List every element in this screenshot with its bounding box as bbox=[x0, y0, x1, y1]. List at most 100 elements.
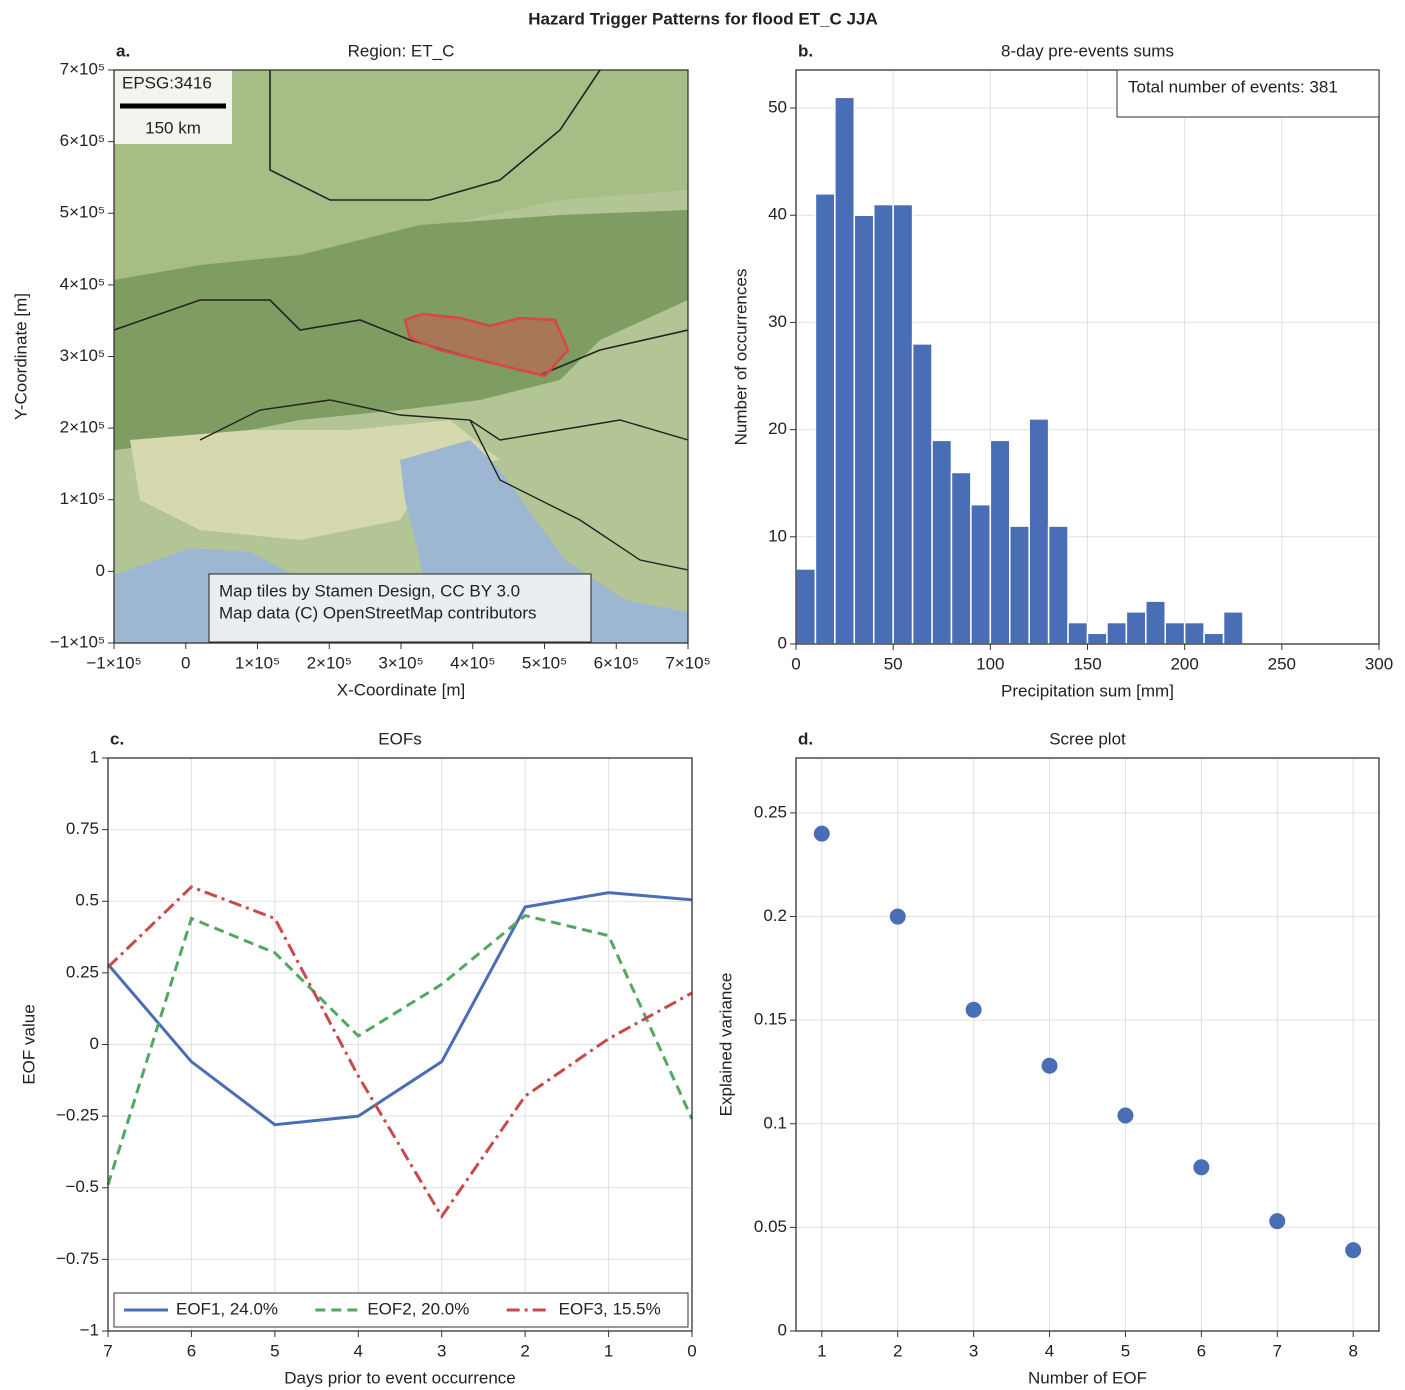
bar bbox=[1204, 633, 1223, 644]
attribution: Map tiles by Stamen Design, CC BY 3.0 bbox=[219, 581, 520, 600]
x-tick-label: 3 bbox=[437, 1341, 446, 1360]
figure-title: Hazard Trigger Patterns for flood ET_C J… bbox=[528, 9, 878, 28]
y-tick-label: 0.2 bbox=[763, 906, 787, 925]
x-tick-label: 2 bbox=[520, 1341, 529, 1360]
bar bbox=[1165, 623, 1184, 644]
x-axis-label: X-Coordinate [m] bbox=[337, 680, 466, 699]
bar bbox=[1088, 633, 1107, 644]
y-tick-label: 50 bbox=[768, 98, 787, 117]
y-tick-label: 7×10⁵ bbox=[60, 59, 105, 78]
bar bbox=[1185, 623, 1204, 644]
y-axis-label: Explained variance bbox=[716, 973, 735, 1117]
point bbox=[1345, 1242, 1361, 1258]
x-tick-label: 6 bbox=[1197, 1341, 1206, 1360]
panel-title: 8-day pre-events sums bbox=[1001, 41, 1174, 60]
x-tick-label: 300 bbox=[1365, 654, 1393, 673]
x-tick-label: 0 bbox=[181, 653, 190, 672]
y-tick-label: 0.15 bbox=[754, 1010, 787, 1029]
bar bbox=[951, 472, 970, 644]
y-tick-label: 5×10⁵ bbox=[60, 203, 105, 222]
bar bbox=[1029, 419, 1048, 644]
panel-label: b. bbox=[798, 41, 813, 60]
x-tick-label: 250 bbox=[1268, 654, 1296, 673]
x-axis-label: Days prior to event occurrence bbox=[284, 1368, 516, 1387]
x-tick-label: 6 bbox=[187, 1341, 196, 1360]
y-axis-label: EOF value bbox=[19, 1004, 38, 1084]
x-tick-label: −1×10⁵ bbox=[86, 653, 141, 672]
point bbox=[1269, 1213, 1285, 1229]
y-tick-label: 20 bbox=[768, 419, 787, 438]
y-tick-label: 0 bbox=[778, 633, 787, 652]
x-tick-label: 2×10⁵ bbox=[307, 653, 352, 672]
bar bbox=[990, 440, 1009, 644]
series-line bbox=[108, 916, 692, 1185]
y-tick-label: 2×10⁵ bbox=[60, 418, 105, 437]
x-tick-label: 4 bbox=[354, 1341, 363, 1360]
x-tick-label: 2 bbox=[893, 1341, 902, 1360]
y-axis-label: Number of occurrences bbox=[731, 269, 750, 446]
bar bbox=[815, 194, 834, 644]
x-tick-label: 4×10⁵ bbox=[450, 653, 495, 672]
x-tick-label: 6×10⁵ bbox=[594, 653, 639, 672]
y-tick-label: 3×10⁵ bbox=[60, 346, 105, 365]
y-tick-label: 30 bbox=[768, 312, 787, 331]
bar bbox=[913, 344, 932, 644]
legend-label: EOF3, 15.5% bbox=[559, 1299, 661, 1318]
x-tick-label: 150 bbox=[1073, 654, 1101, 673]
y-tick-label: 0.1 bbox=[763, 1113, 787, 1132]
y-axis-label: Y-Coordinate [m] bbox=[11, 293, 30, 420]
x-tick-label: 1×10⁵ bbox=[235, 653, 280, 672]
x-tick-label: 3×10⁵ bbox=[378, 653, 423, 672]
point bbox=[814, 826, 830, 842]
y-tick-label: −0.25 bbox=[56, 1106, 99, 1125]
y-tick-label: 0 bbox=[90, 1034, 99, 1053]
panel-label: d. bbox=[798, 729, 813, 748]
panel-title: Scree plot bbox=[1049, 729, 1126, 748]
y-tick-label: 10 bbox=[768, 526, 787, 545]
bar bbox=[1068, 623, 1087, 644]
point bbox=[890, 909, 906, 925]
axes-frame bbox=[796, 758, 1379, 1331]
scale-label: 150 km bbox=[145, 118, 201, 137]
bar bbox=[893, 205, 912, 644]
legend-label: EOF2, 20.0% bbox=[367, 1299, 469, 1318]
panel-label: a. bbox=[116, 41, 130, 60]
x-tick-label: 1 bbox=[817, 1341, 826, 1360]
bar bbox=[1049, 526, 1068, 644]
map-tiles bbox=[114, 70, 688, 643]
x-tick-label: 0 bbox=[791, 654, 800, 673]
x-tick-label: 5 bbox=[270, 1341, 279, 1360]
x-axis-label: Number of EOF bbox=[1028, 1368, 1147, 1387]
x-tick-label: 7 bbox=[1273, 1341, 1282, 1360]
panel-label: c. bbox=[110, 729, 124, 748]
x-tick-label: 5 bbox=[1121, 1341, 1130, 1360]
y-tick-label: 0.25 bbox=[754, 802, 787, 821]
x-tick-label: 5×10⁵ bbox=[522, 653, 567, 672]
bar bbox=[1010, 526, 1029, 644]
y-tick-label: 0.05 bbox=[754, 1217, 787, 1236]
y-tick-label: 1×10⁵ bbox=[60, 489, 105, 508]
y-tick-label: −0.5 bbox=[65, 1177, 99, 1196]
bar bbox=[1107, 623, 1126, 644]
bar bbox=[874, 205, 893, 644]
y-tick-label: −1 bbox=[80, 1320, 99, 1339]
crs-label: EPSG:3416 bbox=[122, 73, 212, 92]
y-tick-label: 6×10⁵ bbox=[60, 131, 105, 150]
bar bbox=[1126, 612, 1145, 644]
panel-title: EOFs bbox=[378, 729, 421, 748]
point bbox=[1042, 1058, 1058, 1074]
x-tick-label: 0 bbox=[687, 1341, 696, 1360]
panel-title: Region: ET_C bbox=[348, 41, 455, 60]
y-tick-label: 0.5 bbox=[75, 891, 99, 910]
bar bbox=[971, 505, 990, 644]
bar bbox=[1224, 612, 1243, 644]
y-tick-label: 1 bbox=[90, 747, 99, 766]
legend-label: EOF1, 24.0% bbox=[176, 1299, 278, 1318]
point bbox=[1193, 1159, 1209, 1175]
x-axis-label: Precipitation sum [mm] bbox=[1001, 681, 1174, 700]
series-line bbox=[108, 887, 692, 1216]
x-tick-label: 7 bbox=[103, 1341, 112, 1360]
point bbox=[966, 1002, 982, 1018]
bar bbox=[796, 569, 815, 644]
x-tick-label: 1 bbox=[604, 1341, 613, 1360]
